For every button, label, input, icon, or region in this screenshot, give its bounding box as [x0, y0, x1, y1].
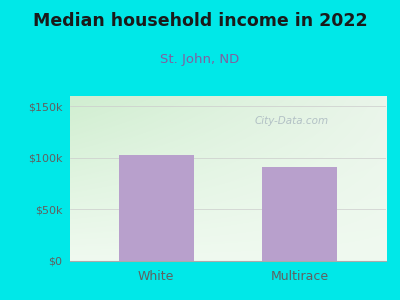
Text: St. John, ND: St. John, ND: [160, 53, 240, 67]
Text: Median household income in 2022: Median household income in 2022: [33, 12, 367, 30]
Bar: [262, 167, 337, 261]
Text: City-Data.com: City-Data.com: [254, 116, 328, 126]
Bar: [119, 155, 194, 261]
